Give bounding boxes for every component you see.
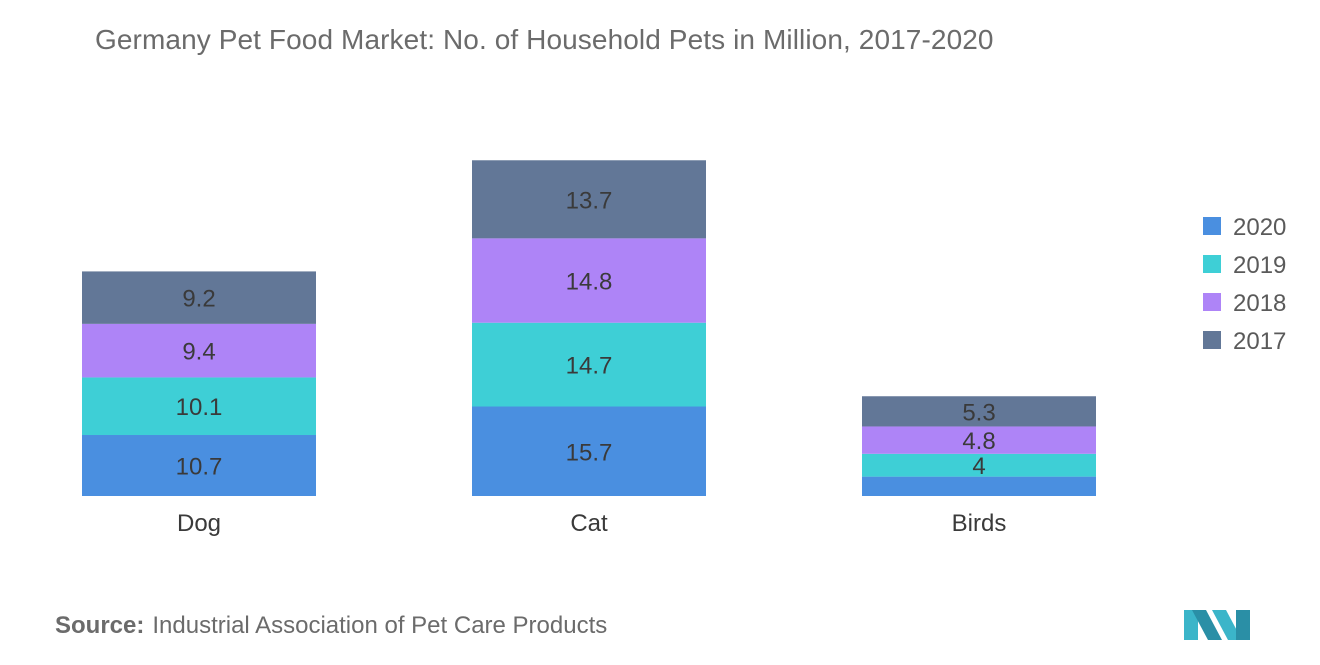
data-label-cat-2019: 14.7 — [566, 353, 613, 380]
bar-segment-cat-2017 — [472, 160, 706, 239]
x-tick-label-cat: Cat — [570, 510, 608, 537]
data-label-cat-2020: 15.7 — [566, 439, 613, 466]
company-logo-icon — [1184, 610, 1250, 640]
bar-segment-cat-2020 — [472, 406, 706, 496]
chart-title: Germany Pet Food Market: No. of Househol… — [95, 24, 994, 55]
data-label-dog-2019: 10.1 — [176, 394, 223, 421]
data-label-dog-2020: 10.7 — [176, 454, 223, 481]
legend-label-2017: 2017 — [1233, 328, 1286, 355]
bar-segment-birds-2020 — [862, 476, 1096, 496]
bar-segment-cat-2018 — [472, 238, 706, 323]
data-label-birds-2017: 5.3 — [962, 399, 995, 426]
legend-swatch-2020 — [1203, 217, 1221, 235]
legend-swatch-2019 — [1203, 255, 1221, 273]
data-label-birds-2018: 4.8 — [962, 428, 995, 455]
source-label: Source: — [55, 612, 145, 639]
bar-segment-birds-2018 — [862, 426, 1096, 454]
bar-segment-dog-2020 — [82, 435, 316, 496]
legend-swatch-2018 — [1203, 293, 1221, 311]
data-label-dog-2017: 9.2 — [182, 286, 215, 313]
source-note: Source: Industrial Association of Pet Car… — [55, 612, 607, 640]
source-text: Industrial Association of Pet Care Produ… — [152, 612, 608, 639]
bar-segment-dog-2018 — [82, 323, 316, 378]
data-label-cat-2017: 13.7 — [566, 187, 613, 214]
data-label-dog-2018: 9.4 — [182, 339, 215, 366]
x-tick-label-dog: Dog — [177, 510, 221, 537]
bar-segment-dog-2017 — [82, 271, 316, 324]
x-tick-label-birds: Birds — [952, 510, 1007, 537]
legend-label-2020: 2020 — [1233, 214, 1286, 241]
legend-swatch-2017 — [1203, 331, 1221, 349]
bar-segment-cat-2019 — [472, 322, 706, 407]
legend-label-2019: 2019 — [1233, 252, 1286, 279]
stacked-bar-chart: 10.7 10.1 9.4 9.2 Dog 15.7 14.7 14.8 13.7 Cat 44.8… — [82, 160, 1286, 537]
bar-segment-birds-2019 — [862, 453, 1096, 477]
bar-segment-birds-2017 — [862, 396, 1096, 427]
legend-label-2018: 2018 — [1233, 290, 1286, 317]
data-label-birds-2019: 4 — [972, 453, 985, 480]
data-label-cat-2018: 14.8 — [566, 269, 613, 296]
bar-segment-dog-2019 — [82, 377, 316, 436]
